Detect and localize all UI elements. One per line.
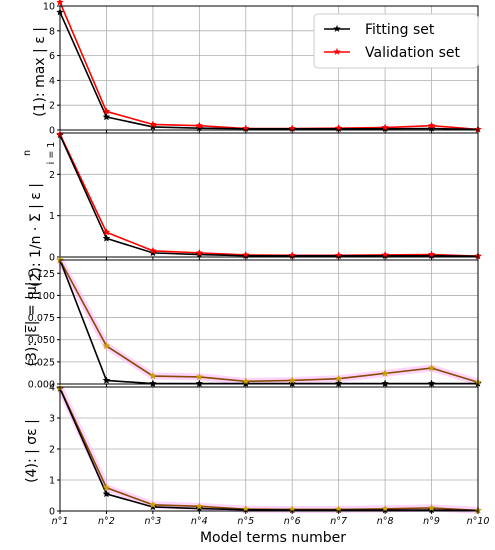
legend-fitting-label: Fitting set bbox=[365, 22, 435, 38]
panel-3-validation-point bbox=[427, 364, 436, 372]
panel-4-fitting-point bbox=[195, 504, 204, 512]
panel-1-fitting-point bbox=[102, 112, 111, 121]
panel-3-validation-point bbox=[195, 372, 204, 381]
panel-4-ytick-label: 1 bbox=[49, 476, 55, 487]
panel-3-validation-point bbox=[334, 374, 343, 382]
panel-2-ylabel: (2): 1/n · Σ | ε | n i = 1 bbox=[22, 142, 57, 287]
panel-4-ytick-label: 0 bbox=[49, 507, 55, 518]
panel-2-validation-line bbox=[59, 133, 479, 257]
x-tick-label: n°5 bbox=[237, 516, 254, 527]
x-tick-label: n°1 bbox=[52, 516, 69, 527]
x-tick-label: n°9 bbox=[423, 516, 440, 527]
panel-4-ytick-label: 3 bbox=[49, 414, 55, 425]
panel-4-ytick-label: 4 bbox=[49, 383, 55, 394]
panel-1-ytick-label: 0 bbox=[49, 126, 55, 137]
panel-2-ylabel-sum-lower: i = 1 bbox=[46, 142, 57, 165]
panel-1-ytick-label: 6 bbox=[49, 51, 55, 62]
panel-1-validation-point bbox=[195, 121, 204, 129]
panel-2-ylabel-text: (2): 1/n · Σ | ε | bbox=[28, 183, 44, 287]
panel-3-validation-point bbox=[241, 377, 250, 385]
panel-1-frame bbox=[59, 5, 479, 131]
panel-3-ytick-label: 0.100 bbox=[28, 291, 55, 302]
panel-1-validation-point bbox=[427, 121, 436, 129]
x-tick-label: n°8 bbox=[377, 516, 394, 527]
panel-4-ylabel: (4): | σε | bbox=[24, 419, 40, 483]
panel-1-ytick-label: 8 bbox=[49, 26, 55, 37]
panels-layer: 02468100120.0000.0250.0500.0750.1000.125… bbox=[28, 0, 489, 528]
panel-2-validation-point bbox=[381, 250, 389, 259]
panel-4-validation-point bbox=[427, 503, 436, 512]
panel-3-ytick-label: 0.050 bbox=[28, 335, 55, 346]
panel-3-ytick-label: 0.075 bbox=[28, 313, 55, 324]
panel-4-validation-point bbox=[195, 502, 204, 510]
panel-3-validation-band bbox=[56, 258, 480, 386]
panel-3-validation-point bbox=[149, 371, 157, 380]
panel-1-ytick-label: 10 bbox=[43, 2, 55, 13]
legend: ★ Fitting set ★ Validation set bbox=[313, 13, 479, 69]
x-tick-label: n°10 bbox=[467, 516, 490, 527]
x-tick-label: n°6 bbox=[284, 516, 301, 527]
panel-4-validation-point bbox=[381, 504, 389, 513]
x-tick-label: n°7 bbox=[330, 516, 347, 527]
panel-2-fitting-point bbox=[102, 234, 111, 242]
panel-4-validation-point bbox=[102, 483, 111, 492]
panel-4-validation-point bbox=[149, 500, 157, 509]
legend-fitting-marker: ★ bbox=[333, 24, 342, 35]
panel-3-validation-point bbox=[288, 376, 297, 384]
panel-2-validation-point bbox=[195, 248, 204, 257]
panel-4-fitting-point bbox=[149, 502, 157, 511]
panel-2-frame bbox=[59, 132, 479, 258]
panel-1-validation-point bbox=[102, 107, 111, 115]
x-tick-label: n°3 bbox=[144, 516, 161, 527]
panel-1-ylabel: (1): max | ε | bbox=[32, 27, 48, 117]
panel-3-frame bbox=[59, 259, 479, 385]
panel-1-fitting-point bbox=[149, 122, 157, 131]
legend-validation-marker: ★ bbox=[333, 47, 342, 58]
panel-3-ytick-label: 0.000 bbox=[28, 380, 55, 391]
panel-4-ylabel-text: (4): | σε | bbox=[24, 419, 40, 483]
panel-2-validation-point bbox=[102, 228, 111, 236]
panel-1-validation-point bbox=[149, 120, 157, 128]
panel-1-validation-point bbox=[381, 123, 389, 131]
legend-validation-label: Validation set bbox=[365, 45, 460, 61]
panel-3-validation-point bbox=[102, 341, 111, 350]
x-axis-label: Model terms number bbox=[200, 530, 346, 546]
panel-4-fitting-line bbox=[59, 388, 479, 512]
panel-3-ytick-label: 0.125 bbox=[28, 269, 55, 280]
panel-1-fitting-line bbox=[59, 11, 479, 131]
panel-3-ylabel: (3): |ε̅| = |μ| bbox=[24, 282, 40, 367]
panel-2-ytick-label: 1 bbox=[49, 211, 55, 222]
panel-3-fitting-point bbox=[102, 376, 111, 384]
panel-2-ytick-label: 2 bbox=[49, 170, 55, 181]
panel-2-ylabel-sum-upper: n bbox=[22, 150, 33, 156]
panel-3-ytick-label: 0.025 bbox=[28, 357, 55, 368]
panel-3: 0.000 0.025 0.050 0.075 0.100 0.125 bbox=[28, 255, 482, 391]
panel-3-validation-line bbox=[59, 259, 479, 383]
x-tick-label: n°2 bbox=[98, 516, 115, 527]
panel-4-fitting-point bbox=[102, 489, 111, 498]
panel-2-validation-point bbox=[149, 246, 157, 255]
panel-3-fitting-line bbox=[59, 259, 478, 385]
panel-1-ytick-label: 4 bbox=[49, 76, 55, 87]
panel-2: 0 1 2 bbox=[49, 130, 482, 264]
panel-4-ytick-label: 2 bbox=[49, 445, 55, 456]
panel-4: 0 1 2 3 4 n°1 n°2 n°3 n°4 n°5 n°6 n°7 n°8 n°9 n°10 bbox=[49, 383, 489, 528]
panel-2-fitting-line bbox=[59, 134, 479, 257]
panel-2-ytick-label: 0 bbox=[49, 253, 55, 264]
panel-3-validation-point bbox=[381, 369, 389, 377]
x-tick-label: n°4 bbox=[191, 516, 208, 527]
panel-1-ytick-label: 2 bbox=[49, 101, 55, 112]
panel-1-validation-point bbox=[56, 0, 64, 6]
panel-3-ylabel-text: (3): |ε̅| = |μ| bbox=[24, 282, 40, 367]
panel-2-validation-point bbox=[427, 250, 436, 258]
panel-1-ylabel-text: (1): max | ε | bbox=[32, 27, 48, 117]
legend-frame bbox=[313, 13, 479, 69]
panel-2-validation-point bbox=[241, 250, 250, 259]
